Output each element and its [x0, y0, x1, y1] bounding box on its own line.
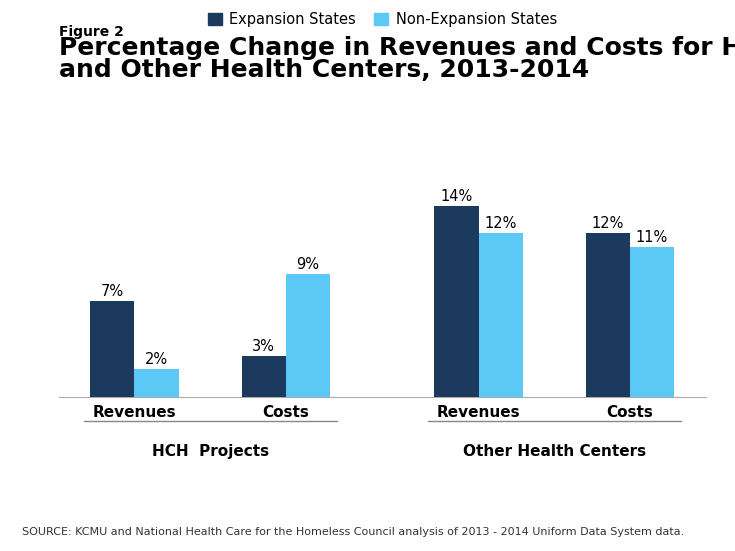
Text: 2%: 2% — [145, 353, 168, 368]
Text: 14%: 14% — [440, 189, 473, 204]
Text: Figure 2: Figure 2 — [59, 25, 123, 39]
Text: THE HENRY J.: THE HENRY J. — [637, 494, 686, 503]
Bar — [586, 234, 630, 397]
Bar — [478, 234, 523, 397]
Text: SOURCE: KCMU and National Health Care for the Homeless Council analysis of 2013 : SOURCE: KCMU and National Health Care fo… — [22, 527, 684, 537]
Bar — [630, 247, 674, 397]
Legend: Expansion States, Non-Expansion States: Expansion States, Non-Expansion States — [201, 6, 563, 33]
Bar — [434, 206, 478, 397]
Text: Other Health Centers: Other Health Centers — [462, 444, 646, 460]
Text: FAMILY: FAMILY — [637, 520, 686, 533]
Text: HCH  Projects: HCH Projects — [151, 444, 269, 460]
Text: 12%: 12% — [592, 217, 624, 231]
Text: 9%: 9% — [296, 257, 320, 272]
Bar — [242, 356, 286, 397]
Text: FOUNDATION: FOUNDATION — [637, 535, 686, 544]
Text: 11%: 11% — [636, 230, 668, 245]
Text: 12%: 12% — [484, 217, 517, 231]
Text: 7%: 7% — [101, 284, 124, 299]
Text: 3%: 3% — [252, 339, 276, 354]
Bar — [286, 274, 330, 397]
Bar — [135, 370, 179, 397]
Bar — [90, 301, 135, 397]
Text: and Other Health Centers, 2013-2014: and Other Health Centers, 2013-2014 — [59, 58, 589, 82]
Text: Percentage Change in Revenues and Costs for HCH Projects: Percentage Change in Revenues and Costs … — [59, 36, 735, 60]
Text: KAISER: KAISER — [636, 506, 687, 519]
